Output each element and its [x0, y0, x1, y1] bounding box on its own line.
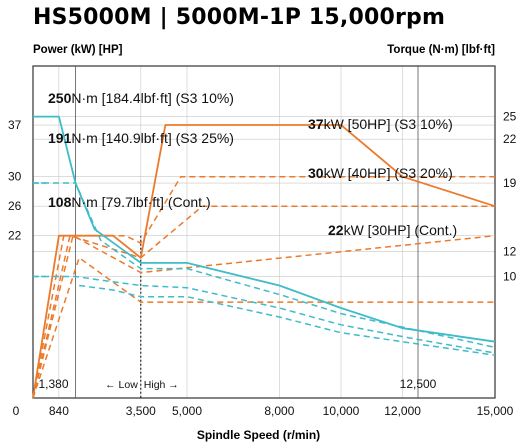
torque-curve-dashed-8 [79, 284, 496, 356]
x-tick-5,000: 5,000 [172, 404, 202, 418]
power-tick-37: 37 [8, 118, 22, 132]
annotation-37: 37kW [50HP] (S3 10%) [308, 116, 453, 132]
annotation-191: 191N·m [140.9lbf·ft] (S3 25%) [48, 130, 234, 146]
power-curve-dashed-3 [32, 234, 496, 399]
power-curve-dashed-4 [32, 257, 495, 399]
base-speed-label-high: 12,500 [400, 377, 437, 391]
annotation-value: 30 [308, 165, 324, 181]
gear-high-label: High → [144, 379, 179, 391]
annotation-value: 108 [48, 194, 72, 210]
power-tick-22: 22 [8, 229, 22, 243]
torque-curve-dashed-7 [33, 275, 496, 354]
torque-curve-solid-5 [33, 115, 496, 343]
x-tick-840: 840 [49, 404, 69, 418]
annotation-value: 37 [308, 116, 324, 132]
annotation-22: 22kW [30HP] (Cont.) [328, 222, 457, 238]
x-tick-3,500: 3,500 [126, 404, 156, 418]
annotation-unit: N·m [79.7lbf·ft] (Cont.) [71, 194, 210, 210]
torque-tick-22: 22 [503, 132, 517, 146]
x-axis-label: Spindle Speed (r/min) [196, 428, 321, 442]
annotation-value: 191 [48, 130, 72, 146]
power-curve-dashed-1 [32, 175, 495, 399]
annotation-unit: kW [50HP] (S3 10%) [324, 116, 453, 132]
annotation-108: 108N·m [79.7lbf·ft] (Cont.) [48, 194, 211, 210]
annotation-unit: kW [30HP] (Cont.) [344, 222, 458, 238]
x-tick-12,000: 12,000 [384, 404, 421, 418]
annotation-unit: N·m [184.4lbf·ft] (S3 10%) [71, 90, 234, 106]
annotation-unit: kW [40HP] (S3 20%) [324, 165, 453, 181]
annotation-30: 30kW [40HP] (S3 20%) [308, 165, 453, 181]
plot-frame [32, 65, 496, 399]
chart-title: HS5000M | 5000M-1P 15,000rpm [33, 5, 446, 30]
x-tick-8,000: 8,000 [264, 404, 294, 418]
x-tick-0: 0 [13, 404, 20, 418]
annotation-value: 22 [328, 222, 344, 238]
torque-axis-label: Torque (N·m) [lbf·ft] [387, 44, 495, 56]
torque-tick-19: 19 [503, 176, 517, 190]
base-speed-label-low: 1,380 [38, 377, 68, 391]
torque-curve-dashed-6 [33, 182, 496, 349]
torque-tick-25: 25 [503, 110, 517, 124]
torque-tick-12: 12 [503, 245, 517, 259]
gear-low-label: ← Low [105, 379, 138, 391]
x-tick-10,000: 10,000 [323, 404, 360, 418]
power-curve-dashed-2 [32, 205, 495, 399]
x-tick-15,000: 15,000 [477, 404, 514, 418]
annotation-value: 250 [48, 90, 72, 106]
power-tick-26: 26 [8, 199, 22, 213]
power-curve-solid-0 [32, 124, 496, 399]
torque-tick-10: 10 [503, 269, 517, 283]
annotation-250: 250N·m [184.4lbf·ft] (S3 10%) [48, 90, 234, 106]
annotation-unit: N·m [140.9lbf·ft] (S3 25%) [71, 130, 234, 146]
power-axis-label: Power (kW) [HP] [33, 44, 123, 56]
power-tick-30: 30 [8, 170, 22, 184]
